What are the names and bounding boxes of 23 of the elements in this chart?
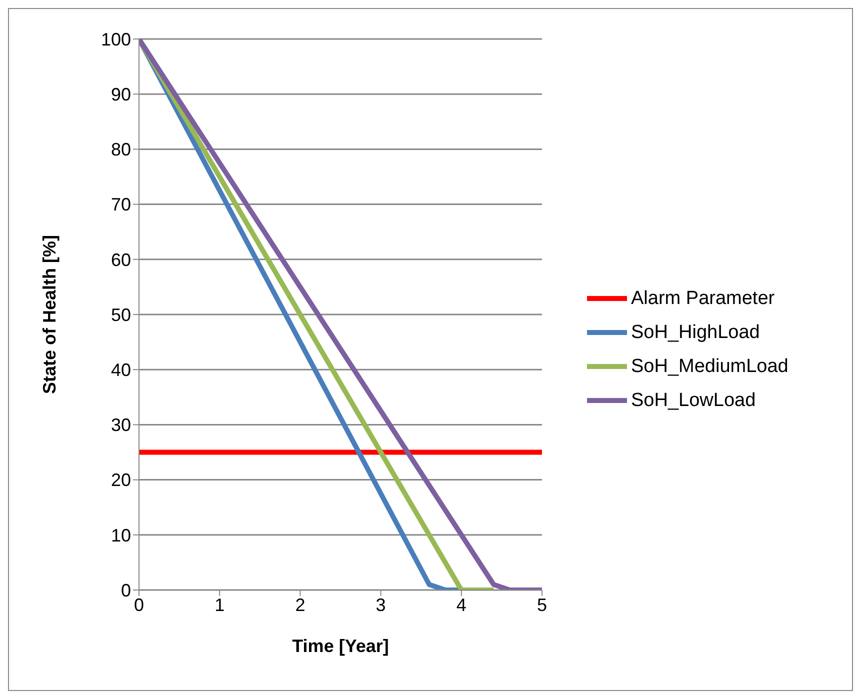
y-tick-label: 20 [110,470,131,490]
legend-label: SoH_HighLoad [631,322,760,344]
y-tick-label: 100 [100,29,131,50]
y-tick-label: 60 [110,250,131,270]
x-axis-title: Time [Year] [292,636,389,656]
y-tick-label: 80 [110,140,131,160]
y-tick-label: 10 [110,525,131,546]
y-tick-label: 50 [110,304,131,325]
x-tick-label: 0 [134,594,144,615]
x-tick-label: 4 [456,594,466,615]
y-tick-label: 30 [110,415,131,436]
x-tick-label: 3 [376,594,386,615]
legend-label: SoH_MediumLoad [631,356,788,378]
y-tick-label: 90 [110,84,131,104]
y-axis-title: State of Health [%] [39,234,60,394]
y-tick-label: 0 [120,580,131,600]
x-tick-label: 2 [295,594,306,615]
legend-label: SoH_LowLoad [631,390,756,412]
x-tick-label: 5 [536,594,548,615]
legend-label: Alarm Parameter [631,288,775,310]
x-tick-label: 1 [214,594,225,615]
y-tick-label: 70 [110,194,131,215]
y-tick-label: 40 [110,360,131,380]
